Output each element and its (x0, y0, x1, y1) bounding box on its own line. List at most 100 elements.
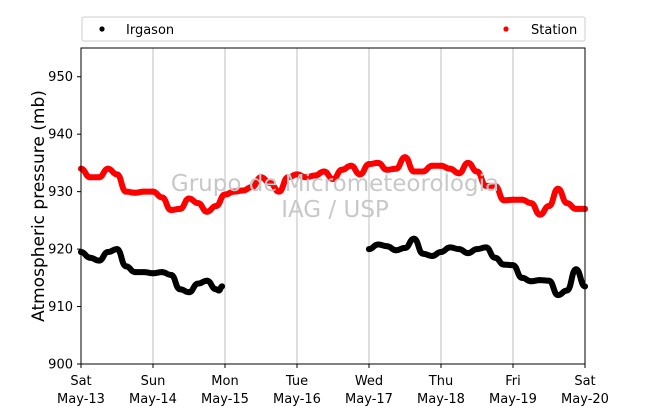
x-tick-label-day: Tue (285, 374, 308, 389)
data-point (141, 269, 147, 276)
data-point (474, 168, 480, 175)
watermark-line: IAG / USP (281, 197, 389, 223)
data-point (204, 277, 210, 284)
x-tick-label-date: May-16 (273, 392, 321, 407)
data-point (186, 289, 192, 296)
data-point (501, 261, 507, 268)
data-point (105, 248, 111, 255)
data-point (465, 250, 471, 257)
data-point (447, 244, 453, 251)
data-point (330, 175, 336, 182)
x-axis: Sat May-13 Sun May-14 Mon May-15 Tue May-16 Wed M… (57, 364, 609, 407)
data-point (375, 159, 381, 166)
x-tick-label-date: May-14 (129, 392, 177, 407)
data-point (168, 271, 174, 278)
data-point (420, 168, 426, 175)
y-tick-label: 900 (48, 358, 73, 373)
data-point (573, 266, 579, 273)
data-point (474, 246, 480, 253)
x-tick-label-day: Sat (574, 374, 595, 389)
data-point (231, 188, 237, 195)
data-point (303, 174, 309, 181)
data-point (411, 235, 417, 242)
data-point (150, 188, 156, 195)
data-point (240, 187, 246, 194)
data-point (132, 189, 138, 196)
data-point (429, 162, 435, 169)
data-point (249, 184, 255, 191)
data-point (555, 292, 561, 299)
data-point (429, 252, 435, 259)
data-point (294, 171, 300, 178)
plot-frame (80, 47, 586, 365)
data-point (219, 283, 225, 290)
legend-marker-station (503, 26, 509, 32)
data-point (105, 165, 111, 172)
data-point (159, 194, 165, 201)
data-point (159, 269, 165, 276)
data-point (123, 188, 129, 195)
data-point (312, 172, 318, 179)
data-point (456, 170, 462, 177)
data-point (402, 154, 408, 161)
legend-marker-irgason (99, 26, 105, 32)
legend-label-irgason: Irgason (126, 23, 174, 38)
legend-box (81, 16, 586, 42)
data-point (114, 246, 120, 253)
data-point (501, 197, 507, 204)
x-tick-label-day: Sat (70, 374, 91, 389)
data-point (519, 274, 525, 281)
y-axis: 900 910 920 930 940 950 (48, 70, 81, 373)
data-point (87, 254, 93, 261)
data-point (537, 211, 543, 218)
x-tick-label-date: May-18 (417, 392, 465, 407)
data-point (222, 191, 228, 198)
data-point (87, 174, 93, 181)
data-point (456, 246, 462, 253)
x-tick-label-date: May-20 (561, 392, 609, 407)
x-tick-label-day: Sun (141, 374, 166, 389)
data-point (366, 161, 372, 168)
grid-lines (152, 48, 514, 364)
y-tick-label: 930 (48, 185, 73, 200)
data-point (555, 185, 561, 192)
data-point (276, 188, 282, 195)
data-point (195, 280, 201, 287)
x-tick-label-date: May-13 (57, 392, 105, 407)
y-tick-label: 910 (48, 300, 73, 315)
data-point (141, 188, 147, 195)
data-point (393, 165, 399, 172)
data-point (285, 174, 291, 181)
data-point (384, 166, 390, 173)
data-point (348, 162, 354, 169)
series-station (78, 154, 588, 218)
data-point (411, 168, 417, 175)
data-point (96, 174, 102, 181)
data-point (438, 248, 444, 255)
x-tick-label-day: Thu (428, 374, 453, 389)
x-tick-label-day: Mon (211, 374, 238, 389)
data-point (393, 247, 399, 254)
data-point (357, 171, 363, 178)
plot-marks (78, 154, 588, 299)
x-tick-label-date: May-17 (345, 392, 393, 407)
data-point (375, 241, 381, 248)
data-point (564, 200, 570, 207)
data-point (321, 168, 327, 175)
data-point (366, 246, 372, 253)
data-point (528, 278, 534, 285)
y-tick-label: 940 (48, 128, 73, 143)
data-point (177, 286, 183, 293)
data-point (546, 277, 552, 284)
x-tick-label-day: Fri (505, 374, 521, 389)
data-point (492, 254, 498, 261)
data-point (546, 203, 552, 209)
data-point (150, 270, 156, 277)
data-point (573, 205, 579, 212)
data-point (447, 165, 453, 172)
data-point (339, 166, 345, 173)
data-point (195, 200, 201, 207)
data-point (123, 263, 129, 270)
